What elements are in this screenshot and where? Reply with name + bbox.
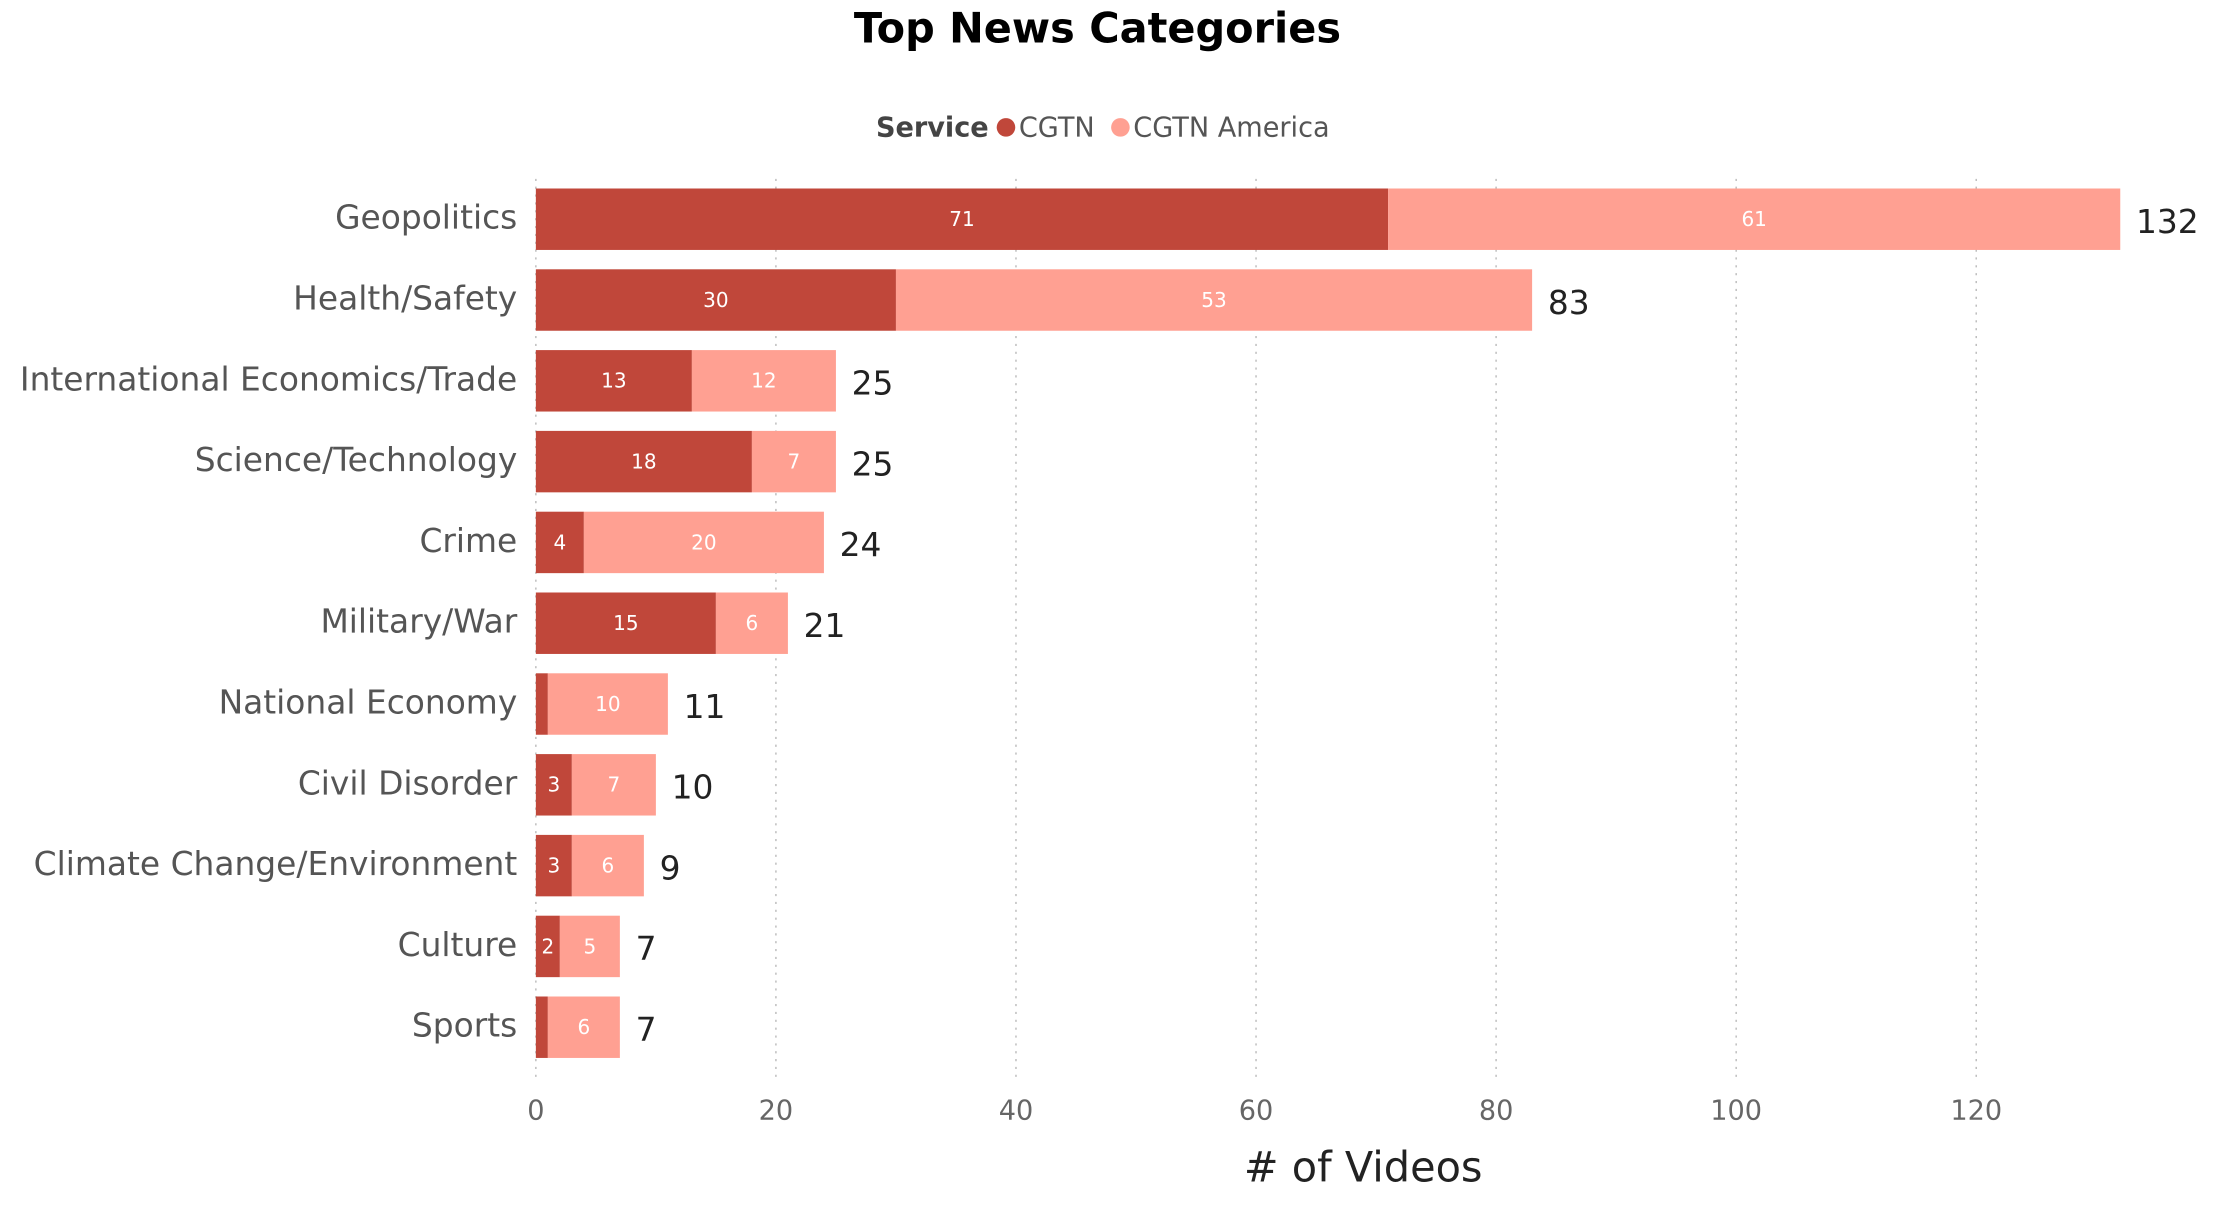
data-label: 30 bbox=[703, 288, 728, 312]
total-label: 7 bbox=[636, 1010, 657, 1049]
x-axis-label: # of Videos bbox=[1244, 1144, 1483, 1192]
bar-segment bbox=[535, 754, 572, 816]
y-tick-label: Climate Change/Environment bbox=[34, 844, 518, 883]
bar-segment bbox=[1388, 188, 2121, 250]
data-label: 61 bbox=[1741, 207, 1766, 231]
bar-segment bbox=[571, 754, 656, 816]
data-label: 10 bbox=[595, 692, 620, 716]
x-tick-label: 100 bbox=[1710, 1095, 1762, 1126]
bar-segment bbox=[715, 592, 788, 654]
data-label: 15 bbox=[613, 611, 638, 635]
legend-title: Service bbox=[876, 112, 989, 143]
data-label: 20 bbox=[691, 530, 716, 554]
data-label: 5 bbox=[583, 934, 596, 958]
x-tick-label: 20 bbox=[759, 1095, 794, 1126]
data-label: 3 bbox=[547, 854, 560, 878]
y-tick-label: Crime bbox=[419, 521, 517, 560]
data-label: 13 bbox=[601, 369, 626, 393]
data-label: 4 bbox=[553, 530, 566, 554]
bar-segment bbox=[751, 430, 836, 493]
y-tick-label: Civil Disorder bbox=[298, 763, 518, 802]
y-tick-label: International Economics/Trade bbox=[20, 359, 517, 398]
bar-segment bbox=[559, 915, 620, 978]
data-label: 6 bbox=[577, 1015, 590, 1039]
data-label: 53 bbox=[1201, 288, 1226, 312]
bar-segment bbox=[535, 511, 584, 574]
x-tick-label: 0 bbox=[527, 1095, 544, 1126]
bar-segment bbox=[583, 511, 824, 574]
y-tick-label: Military/War bbox=[320, 602, 517, 641]
bar-segment bbox=[691, 350, 836, 412]
legend-label: CGTN bbox=[1019, 112, 1095, 143]
data-label: 12 bbox=[751, 369, 776, 393]
bar-segment bbox=[535, 350, 692, 412]
total-label: 9 bbox=[660, 848, 681, 887]
data-label: 7 bbox=[788, 450, 801, 474]
bar-segment bbox=[535, 592, 716, 654]
bar-segment bbox=[535, 269, 896, 331]
total-label: 25 bbox=[852, 444, 894, 483]
total-label: 11 bbox=[684, 687, 726, 726]
data-label: 2 bbox=[541, 934, 554, 958]
bar-segment bbox=[535, 834, 572, 897]
total-label: 7 bbox=[636, 929, 657, 968]
data-label: 3 bbox=[547, 773, 560, 797]
y-tick-label: Sports bbox=[412, 1006, 517, 1045]
data-label: 6 bbox=[602, 854, 615, 878]
legend: Service CGTN CGTN America bbox=[876, 112, 1330, 143]
bar-segment bbox=[535, 996, 548, 1058]
y-tick-label: Culture bbox=[398, 925, 518, 964]
legend-swatch bbox=[996, 118, 1016, 137]
data-label: 7 bbox=[608, 773, 621, 797]
y-tick-label: Health/Safety bbox=[293, 279, 517, 318]
total-label: 25 bbox=[852, 364, 894, 403]
total-label: 10 bbox=[672, 768, 714, 807]
x-tick-label: 120 bbox=[1950, 1095, 2002, 1126]
y-tick-label: National Economy bbox=[219, 683, 518, 722]
y-tick-label: Science/Technology bbox=[195, 440, 518, 479]
x-tick-label: 40 bbox=[999, 1095, 1034, 1126]
y-tick-label: Geopolitics bbox=[335, 198, 517, 237]
bar-segment bbox=[547, 996, 620, 1058]
bar-segment bbox=[571, 834, 644, 897]
x-tick-label: 80 bbox=[1479, 1095, 1514, 1126]
legend-swatch bbox=[1111, 118, 1130, 137]
bar-segment bbox=[535, 188, 1389, 250]
total-label: 83 bbox=[1548, 283, 1590, 322]
total-label: 24 bbox=[840, 525, 882, 564]
total-label: 21 bbox=[804, 606, 846, 645]
data-label: 6 bbox=[746, 611, 759, 635]
chart-title: Top News Categories bbox=[854, 5, 1341, 53]
data-label: 71 bbox=[949, 207, 974, 231]
bar-segment bbox=[547, 673, 668, 735]
bar-segment bbox=[535, 915, 560, 978]
total-label: 132 bbox=[2136, 202, 2199, 241]
bar-segment bbox=[895, 269, 1533, 331]
data-label: 18 bbox=[631, 450, 656, 474]
bar-segment bbox=[535, 673, 548, 735]
legend-label: CGTN America bbox=[1133, 112, 1329, 143]
x-tick-label: 60 bbox=[1239, 1095, 1274, 1126]
bar-segment bbox=[535, 430, 752, 493]
